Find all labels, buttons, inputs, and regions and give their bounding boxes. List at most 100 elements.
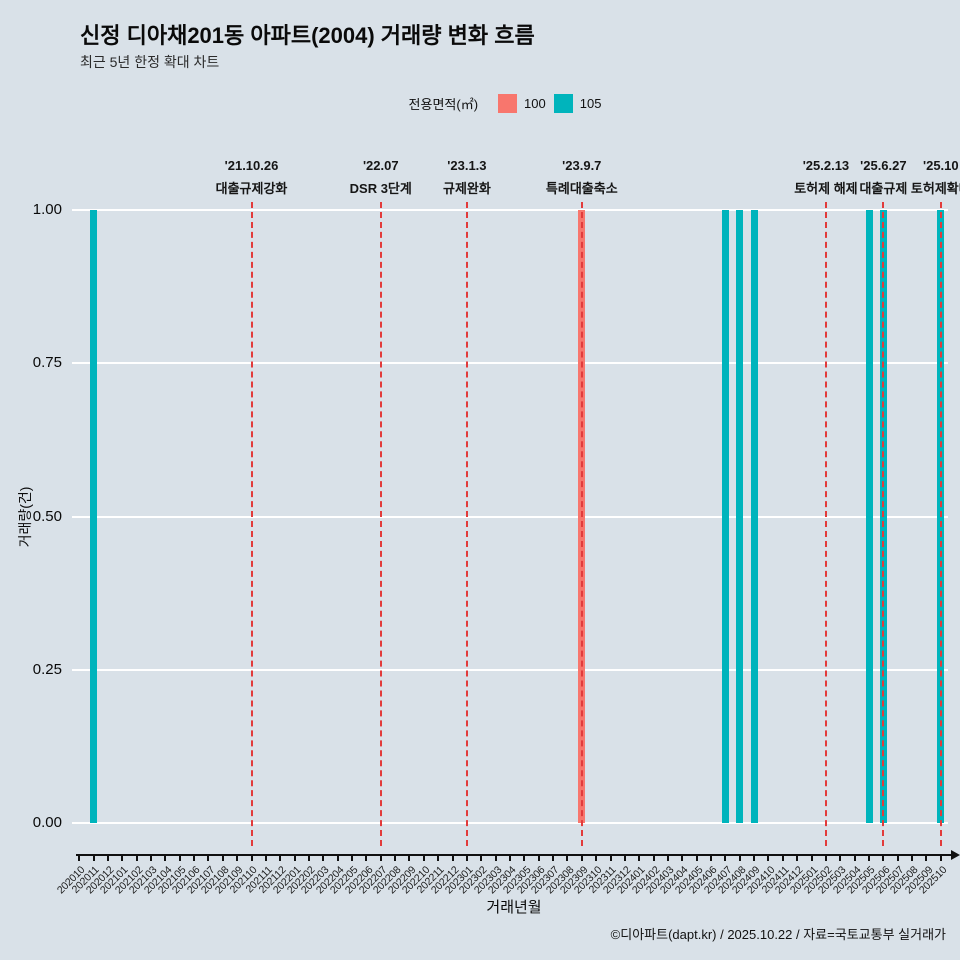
x-axis-tick [379,856,382,861]
chart-subtitle: 최근 5년 한정 확대 차트 [80,54,220,70]
y-axis-tick-label: 0.50 [32,507,62,525]
x-axis-tick [724,856,727,861]
event-desc-label: DSR 3단계 [349,181,412,196]
x-axis-tick [523,856,526,861]
x-axis-tick [322,856,325,861]
x-axis-tick [178,856,181,861]
x-axis-tick [465,856,468,861]
event-line [824,202,827,846]
x-axis-tick [509,856,511,861]
x-axis-tick [537,856,540,861]
y-axis-tick-label: 0.75 [32,354,62,372]
legend-label-105: 105 [579,96,602,111]
x-axis-tick [135,856,138,861]
bar-105-202407[interactable] [721,210,729,823]
legend-label-100: 100 [524,96,546,111]
event-date-label: '25.6.27 [860,158,907,173]
gridline-y [72,515,948,518]
x-axis-tick [552,856,555,861]
bar-105-202408[interactable] [736,210,744,823]
event-date-label: '25.10 [923,158,959,173]
x-axis-tick [92,856,95,861]
event-date-label: '25.2.13 [802,158,850,173]
x-axis-title: 거래년월 [486,899,542,916]
event-date-label: '23.9.7 [562,158,602,173]
x-axis-tick [853,856,856,861]
x-axis-tick [394,856,397,861]
x-axis-tick [652,856,655,861]
bar-105-202409[interactable] [750,210,758,823]
x-axis-tick [710,856,713,861]
event-desc-label: 토허제확대 [910,181,960,196]
x-axis-tick [365,856,368,861]
x-axis-tick [638,856,641,861]
x-axis-tick [868,856,871,861]
x-axis-tick [480,856,483,861]
x-axis-tick [451,856,454,861]
x-axis-tick [839,856,842,861]
x-axis-tick [666,856,669,861]
x-axis-tick [882,856,885,861]
x-axis-tick [939,856,942,861]
chart-title: 신정 디아채201동 아파트(2004) 거래량 변화 흐름 [80,23,535,48]
x-axis-tick [781,856,784,861]
legend: 전용면적(㎡) 100 105 [0,94,960,113]
x-axis-tick [810,856,813,861]
x-axis-tick [78,856,81,861]
event-desc-label: 규제완화 [442,181,491,196]
x-axis-tick [896,856,899,861]
x-axis-tick [738,856,741,861]
x-axis-arrow-icon [951,850,960,860]
event-desc-label: 대출규제 [859,181,908,196]
x-axis-tick [279,856,282,861]
legend-item-100: 100 [498,94,546,113]
x-axis-tick [681,856,684,861]
x-axis-tick [609,856,612,861]
event-line [882,202,885,846]
legend-swatch-100-icon [498,94,518,113]
x-axis-tick [164,856,167,861]
y-axis-tick-label: 0.00 [32,814,62,831]
x-axis-tick [293,856,296,861]
x-axis-tick [824,856,827,861]
event-line [939,202,942,846]
event-date-label: '21.10.26 [224,158,279,173]
gridline-y [72,209,948,211]
x-axis-tick [911,856,914,861]
x-axis-tick [595,856,598,861]
legend-item-105: 105 [553,94,602,113]
gridline-y [72,822,948,824]
event-desc-label: 토허제 해제 [794,181,858,196]
bar-105-202505[interactable] [865,210,873,823]
gridline-y [72,362,948,365]
x-axis-tick [336,856,339,861]
x-axis-tick [925,856,928,861]
bar-105-202011[interactable] [90,210,98,823]
x-axis-tick [207,856,210,861]
event-line [250,202,253,846]
x-axis-tick [566,856,569,861]
y-axis-tick-label: 1.00 [32,201,62,218]
x-axis-tick [753,856,756,861]
gridline-y [72,668,948,671]
event-desc-label: 대출규제강화 [215,181,288,196]
x-axis-tick [307,856,310,861]
footer-credit: ©디아파트(dapt.kr) / 2025.10.22 / 자료=국토교통부 실… [610,927,946,942]
x-axis-line [76,854,952,856]
x-axis-tick [264,856,267,861]
x-axis-tick [494,856,497,861]
x-axis-tick [106,856,109,861]
x-axis-tick [767,856,770,861]
event-line [580,202,583,846]
x-axis-tick [422,856,425,861]
y-axis-tick-label: 0.25 [32,660,62,678]
event-line [379,202,382,846]
x-axis-tick [149,856,152,861]
x-axis-tick [250,856,253,861]
x-axis-tick [623,856,626,861]
x-axis-tick [695,856,698,861]
x-axis-tick [408,856,411,861]
x-axis-tick [193,856,196,861]
